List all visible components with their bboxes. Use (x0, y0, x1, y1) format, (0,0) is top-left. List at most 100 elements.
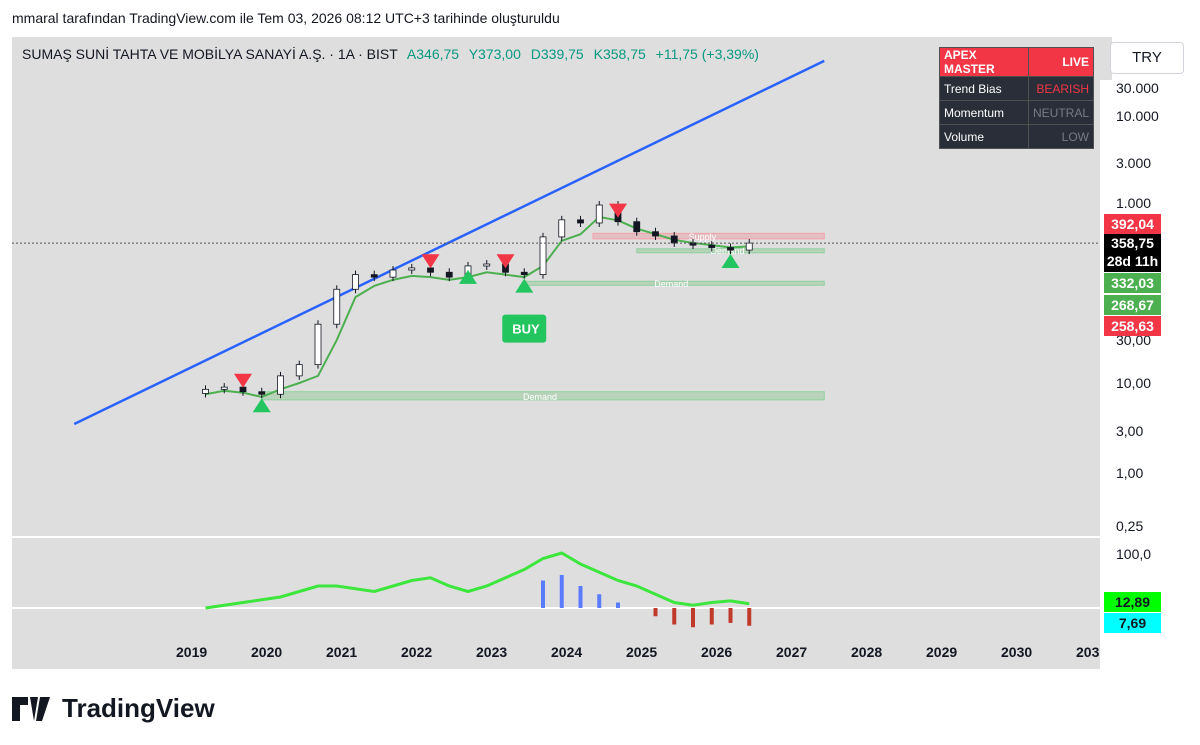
candle-body (520, 271, 528, 276)
oscillator-histogram-bar (578, 586, 583, 608)
oscillator-histogram-bar (653, 608, 658, 617)
candle-body (670, 235, 678, 244)
y-tick: 10.000 (1116, 108, 1159, 124)
x-tick: 2029 (926, 644, 958, 660)
symbol-header: SUMAŞ SUNİ TAHTA VE MOBİLYA SANAYİ A.Ş. … (22, 46, 765, 62)
candle-body (577, 219, 584, 224)
y-tick: 1.000 (1116, 195, 1152, 211)
candle-body (408, 267, 416, 271)
y-tick: 0,25 (1116, 518, 1144, 534)
candle-body (727, 247, 734, 251)
trend-band-line (205, 215, 750, 398)
price-flag-392: 392,04 (1104, 214, 1161, 234)
zone-label: Demand (523, 392, 557, 402)
oscillator-histogram-bar (691, 608, 695, 628)
y-tick: 10,00 (1116, 375, 1152, 391)
buy-label: BUY (512, 322, 540, 337)
y-tick: 1,00 (1116, 465, 1144, 481)
sell-signal-icon (609, 203, 627, 218)
x-tick: 2020 (251, 644, 283, 660)
x-tick: 2025 (626, 644, 658, 660)
panel-title: APEX MASTER (939, 47, 1029, 77)
candle-body (427, 267, 434, 273)
sell-signal-icon (234, 373, 252, 388)
apex-master-panel: APEX MASTER LIVE Trend Bias BEARISH Mome… (939, 47, 1095, 149)
candle-body (202, 388, 209, 394)
candle-body (708, 244, 716, 248)
buy-signal-icon (252, 398, 271, 413)
candle-body (295, 364, 303, 377)
x-tick: 2023 (476, 644, 508, 660)
oscillator-histogram-bar (541, 580, 545, 608)
oscillator-histogram-bar (709, 608, 714, 625)
x-tick: 2024 (551, 644, 583, 660)
symbol-name: SUMAŞ SUNİ TAHTA VE MOBİLYA SANAYİ A.Ş. … (22, 46, 398, 62)
low-value: D339,75 (530, 46, 584, 62)
open-value: A346,75 (406, 46, 460, 62)
candle-body (445, 271, 453, 278)
candle-body (277, 375, 284, 395)
y-tick: 30,00 (1116, 332, 1152, 348)
price-axis[interactable] (1100, 80, 1200, 670)
chart-caption: mmaral tarafından TradingView.com ile Te… (12, 10, 560, 26)
price-flag-332: 332,03 (1104, 273, 1161, 293)
x-tick: 2030 (1001, 644, 1033, 660)
x-tick: 2028 (851, 644, 883, 660)
high-value: Y373,00 (468, 46, 521, 62)
current-price-flag: 358,75 28d 11h (1104, 234, 1161, 272)
trend-bias-value: BEARISH (1027, 76, 1095, 101)
close-value: K358,75 (593, 46, 646, 62)
zone-label: Supply (689, 232, 717, 242)
candle-body (220, 386, 228, 390)
x-tick: 2021 (326, 644, 358, 660)
x-tick: 2027 (776, 644, 808, 660)
osc-flag-12: 12,89 (1104, 592, 1161, 612)
oscillator-histogram-bar (597, 594, 602, 608)
sell-signal-icon (421, 254, 440, 269)
candle-body (483, 263, 491, 267)
buy-signal-icon (459, 269, 477, 284)
currency-selector[interactable]: TRY (1110, 42, 1184, 74)
tradingview-wordmark: TradingView (62, 693, 215, 723)
oscillator-histogram-bar (672, 608, 677, 625)
y-tick: 3.000 (1116, 155, 1152, 171)
candle-body (745, 242, 753, 251)
volume-value: LOW (1027, 124, 1095, 149)
zone-label: Demand (711, 246, 745, 256)
x-tick: 2022 (401, 644, 433, 660)
buy-signal-icon (515, 278, 534, 293)
zone-label: Demand (654, 279, 688, 289)
sell-signal-icon (496, 254, 515, 269)
panel-status: LIVE (1027, 47, 1095, 77)
volume-label: Volume (939, 124, 1029, 149)
x-tick: 2019 (176, 644, 208, 660)
y-tick: 30.000 (1116, 80, 1159, 96)
y-tick: 3,00 (1116, 423, 1144, 439)
candle-body (558, 219, 566, 238)
candle-body (314, 323, 322, 366)
candle-body (239, 386, 247, 393)
candle-body (258, 391, 266, 395)
osc-flag-7: 7,69 (1104, 613, 1161, 633)
tradingview-logo[interactable]: TradingView (12, 693, 215, 724)
tradingview-logo-icon (12, 696, 50, 721)
x-tick: 203 (1076, 644, 1100, 660)
candle-body (539, 236, 547, 276)
oscillator-line (205, 551, 750, 610)
oscillator-histogram-bar (747, 608, 752, 626)
supply-zone (592, 232, 825, 240)
change-value: +11,75 (+3,39%) (655, 46, 759, 62)
chart-area[interactable] (12, 37, 1112, 669)
candle-body (333, 288, 341, 325)
candle-body (633, 221, 641, 233)
price-flag-258: 258,63 (1104, 316, 1161, 336)
oscillator-histogram-bar (728, 608, 733, 623)
candle-body (389, 269, 397, 278)
bar-countdown: 28d 11h (1106, 253, 1159, 269)
oscillator-histogram-bar (559, 575, 564, 608)
price-flag-268: 268,67 (1104, 295, 1161, 315)
buy-label-box (502, 314, 547, 343)
candle-body (652, 231, 659, 237)
momentum-value: NEUTRAL (1027, 100, 1095, 125)
